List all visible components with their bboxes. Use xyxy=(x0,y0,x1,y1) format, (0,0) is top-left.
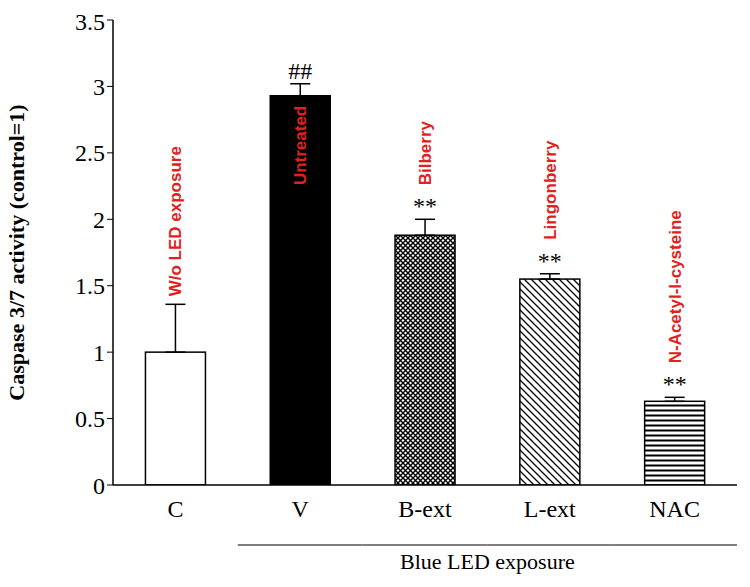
svg-text:**: ** xyxy=(413,193,437,219)
svg-text:N-Acetyl-l-cysteine: N-Acetyl-l-cysteine xyxy=(666,210,685,363)
svg-text:**: ** xyxy=(663,371,687,397)
svg-text:**: ** xyxy=(538,248,562,274)
svg-text:2: 2 xyxy=(93,207,105,233)
svg-text:L-ext: L-ext xyxy=(524,496,576,522)
svg-text:1: 1 xyxy=(93,340,105,366)
svg-text:C: C xyxy=(167,496,183,522)
svg-text:Bilberry: Bilberry xyxy=(416,120,435,185)
svg-text:V: V xyxy=(292,496,310,522)
svg-text:##: ## xyxy=(288,58,312,84)
svg-text:Lingonberry: Lingonberry xyxy=(541,140,560,240)
svg-text:3.5: 3.5 xyxy=(75,9,105,35)
svg-text:Untreated: Untreated xyxy=(291,106,310,185)
svg-text:Caspase 3/7 activity (control=: Caspase 3/7 activity (control=1) xyxy=(8,104,29,400)
svg-text:3: 3 xyxy=(93,74,105,100)
svg-text:2.5: 2.5 xyxy=(75,140,105,166)
svg-text:NAC: NAC xyxy=(649,496,700,522)
svg-text:0.5: 0.5 xyxy=(75,406,105,432)
svg-text:1.5: 1.5 xyxy=(75,273,105,299)
svg-text:W/o LED exposure: W/o LED exposure xyxy=(166,146,185,296)
svg-text:B-ext: B-ext xyxy=(398,496,452,522)
svg-text:Blue LED exposure: Blue LED exposure xyxy=(400,549,575,574)
svg-text:0: 0 xyxy=(93,473,105,499)
